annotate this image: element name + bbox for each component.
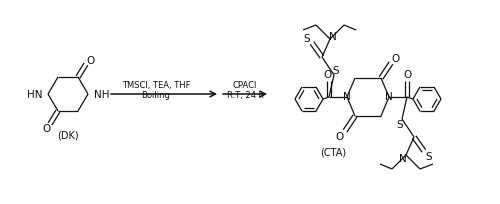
Text: S: S bbox=[396, 119, 404, 129]
Text: O: O bbox=[336, 131, 344, 141]
Text: S: S bbox=[332, 66, 340, 76]
Text: R.T, 24 h: R.T, 24 h bbox=[226, 91, 264, 100]
Text: N: N bbox=[385, 92, 393, 102]
Text: Boiling: Boiling bbox=[142, 91, 171, 100]
Text: (DK): (DK) bbox=[57, 129, 79, 139]
Text: N: N bbox=[343, 92, 351, 102]
Text: O: O bbox=[324, 70, 332, 80]
Text: CPACl: CPACl bbox=[233, 81, 257, 90]
Text: NH: NH bbox=[94, 90, 110, 100]
Text: N: N bbox=[329, 32, 337, 42]
Text: O: O bbox=[42, 123, 50, 133]
Text: (CTA): (CTA) bbox=[320, 147, 346, 157]
Text: O: O bbox=[86, 56, 94, 66]
Text: N: N bbox=[399, 153, 407, 163]
Text: O: O bbox=[392, 54, 400, 64]
Text: TMSCl, TEA, THF: TMSCl, TEA, THF bbox=[122, 81, 190, 90]
Text: HN: HN bbox=[26, 90, 42, 100]
Text: S: S bbox=[426, 151, 432, 161]
Text: S: S bbox=[304, 34, 310, 44]
Text: O: O bbox=[404, 70, 412, 80]
